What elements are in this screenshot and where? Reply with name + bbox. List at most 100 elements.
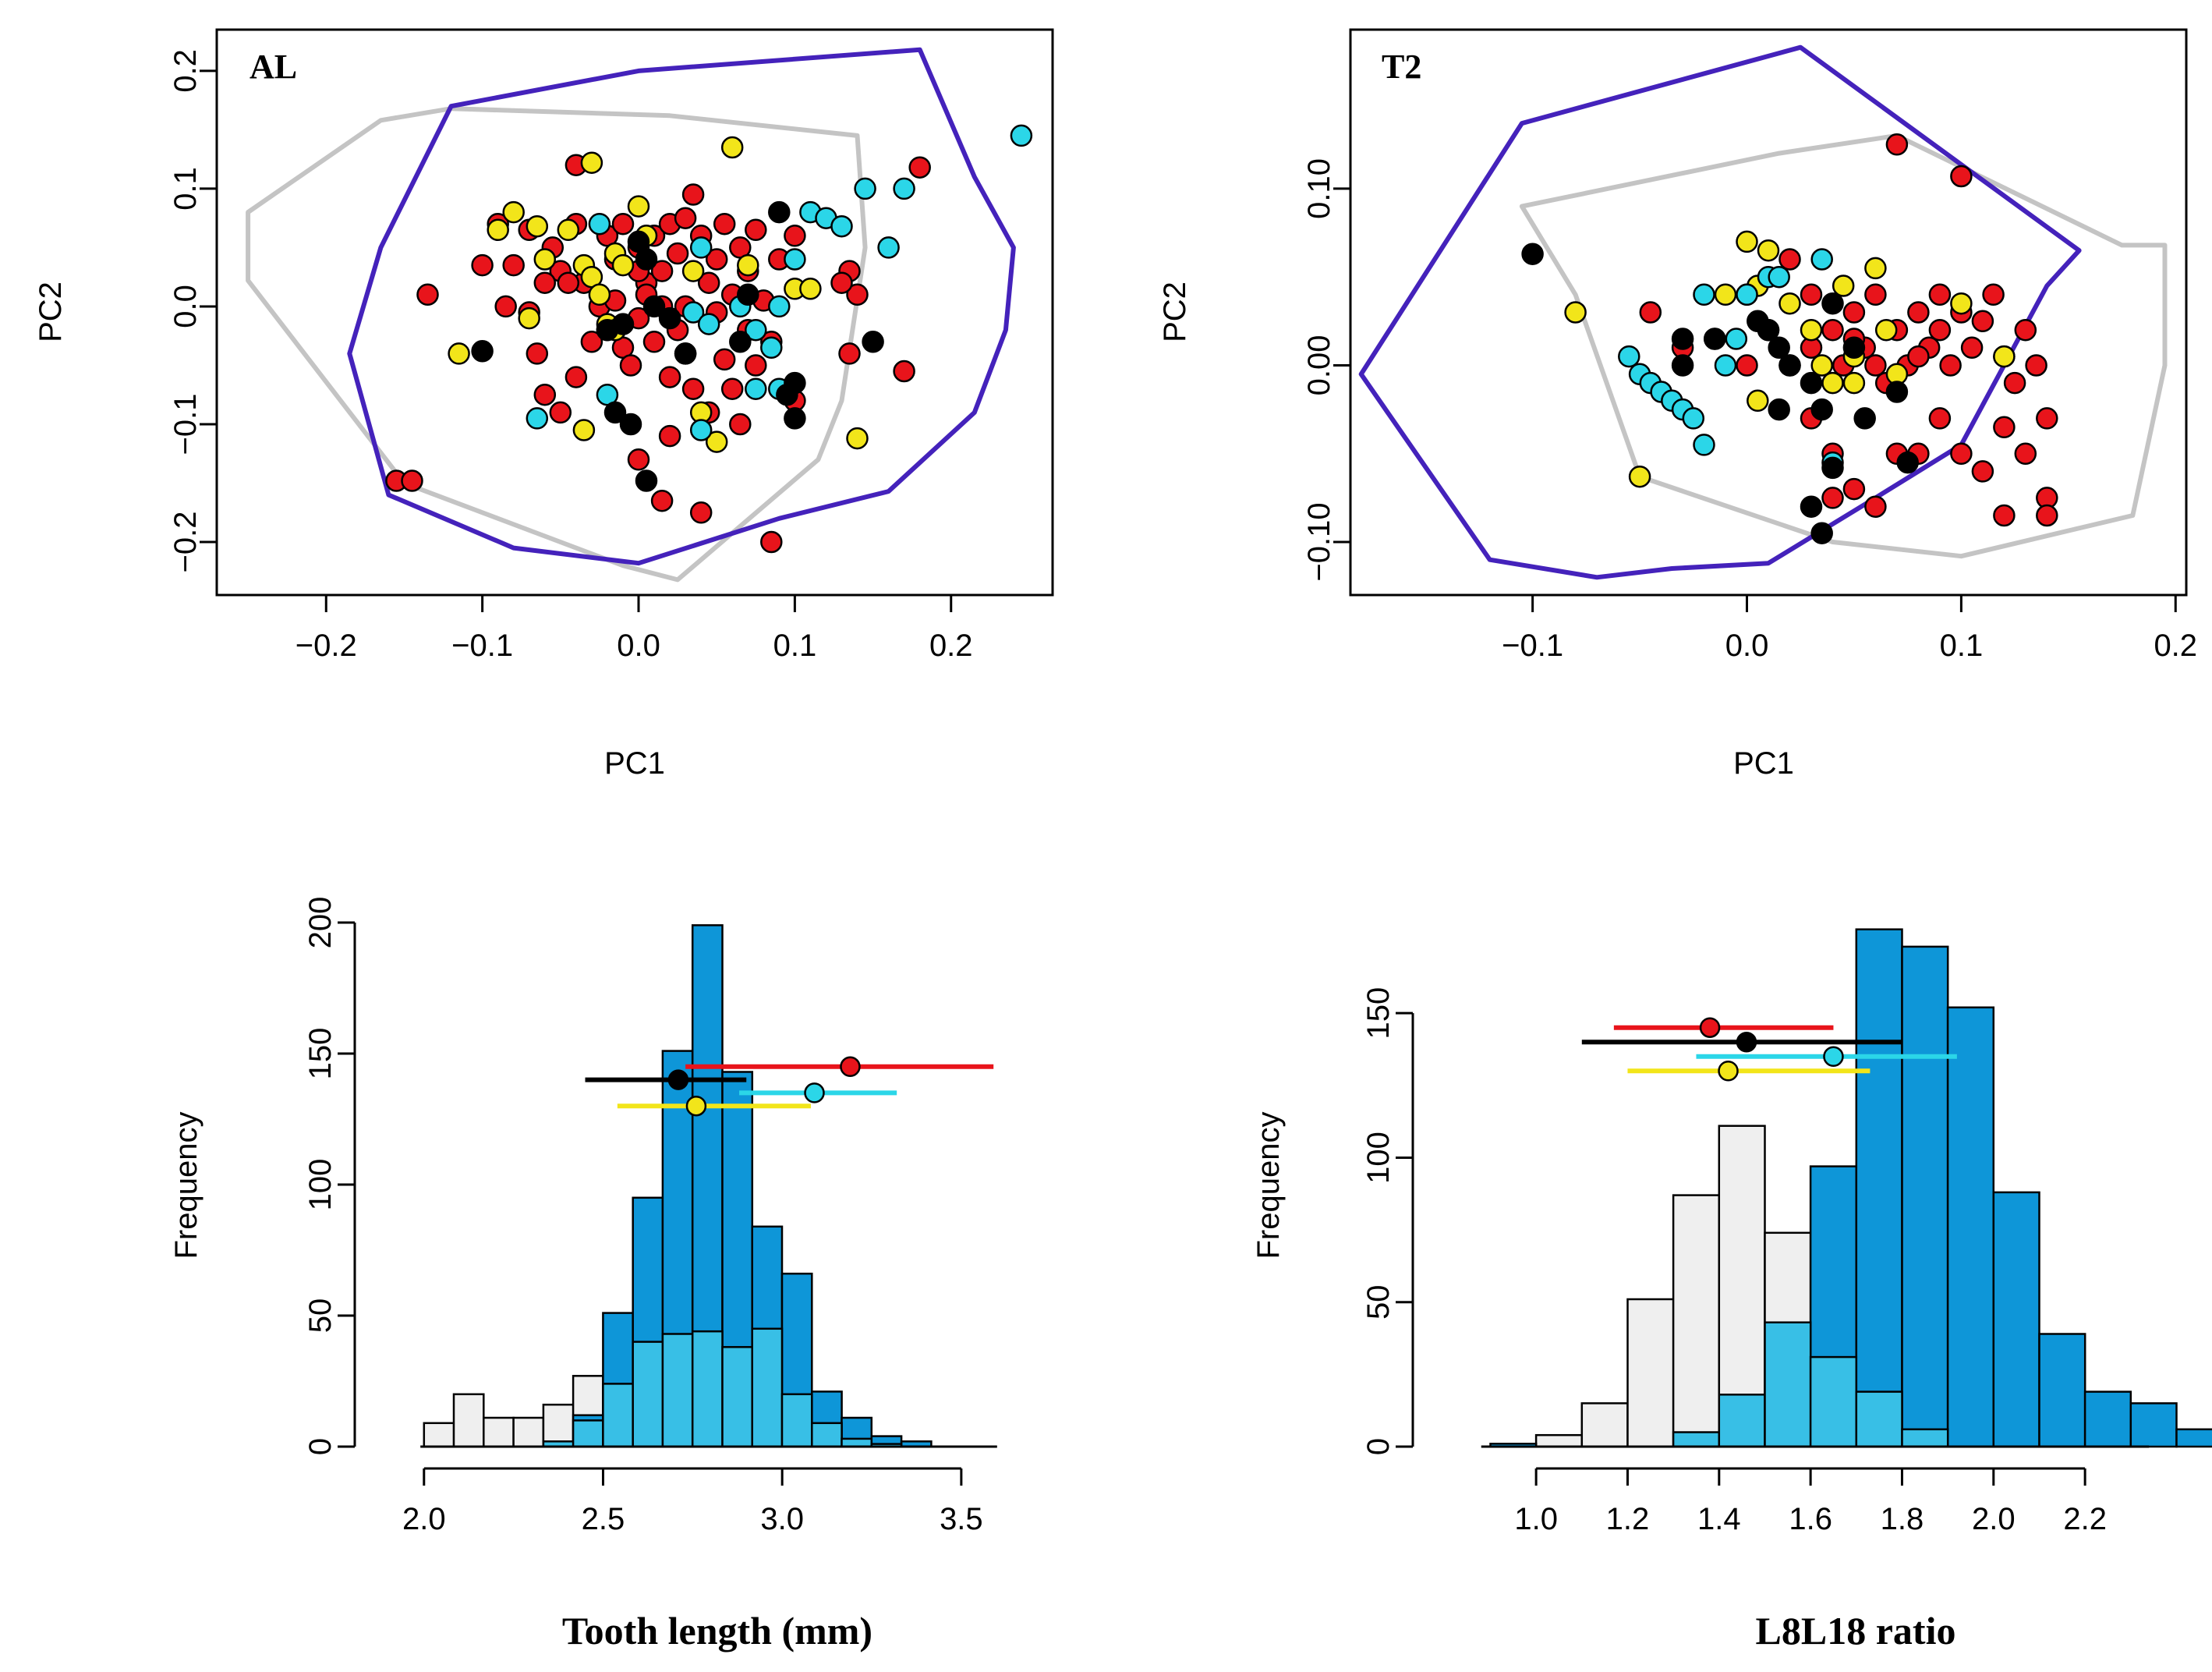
point-red bbox=[1821, 487, 1844, 509]
point-red bbox=[908, 156, 931, 179]
x-tick-label: 2.0 bbox=[1972, 1502, 2016, 1536]
point-cyan bbox=[760, 336, 783, 360]
panel-title: T2 bbox=[1382, 48, 1421, 86]
point-black bbox=[619, 413, 642, 436]
bar-sub bbox=[780, 1393, 813, 1448]
histogram-l8l18-ratio: 1.0 1.2 1.4 1.6 1.8 2.0 2.2 0 50 100 150 L8L18 ra… bbox=[1251, 928, 2212, 1653]
point-red bbox=[1821, 318, 1844, 342]
point-black bbox=[1810, 522, 1833, 544]
bar-layer bbox=[420, 924, 997, 1448]
point-red bbox=[830, 271, 853, 294]
y-axis: 0 50 100 150 bbox=[1361, 987, 1414, 1455]
interval-point-cyan bbox=[804, 1082, 825, 1103]
x-tick-label: 0.1 bbox=[773, 629, 817, 663]
point-cyan bbox=[745, 318, 767, 342]
point-red bbox=[1950, 165, 1973, 188]
point-yellow bbox=[737, 253, 759, 277]
y-tick-label: 150 bbox=[303, 1028, 338, 1080]
point-red bbox=[1842, 301, 1866, 324]
point-black bbox=[1671, 354, 1694, 377]
y-tick-label: 100 bbox=[1361, 1132, 1396, 1184]
point-red bbox=[2003, 371, 2026, 395]
point-cyan bbox=[784, 248, 806, 271]
bar-sub bbox=[1855, 1390, 1903, 1448]
bar-sub bbox=[602, 1383, 634, 1448]
point-red bbox=[1928, 407, 1952, 430]
x-tick-label: 1.4 bbox=[1697, 1502, 1741, 1536]
point-red bbox=[838, 342, 861, 365]
point-black bbox=[471, 340, 494, 363]
interval-layer bbox=[585, 1056, 994, 1117]
y-axis-label: PC2 bbox=[1158, 282, 1192, 342]
point-yellow bbox=[1628, 465, 1651, 488]
point-cyan bbox=[1693, 283, 1715, 306]
point-cyan bbox=[1768, 265, 1790, 289]
x-tick-label: 1.2 bbox=[1606, 1502, 1650, 1536]
x-tick-label: −0.1 bbox=[451, 629, 513, 663]
bar-sub bbox=[1672, 1431, 1721, 1448]
point-red bbox=[580, 331, 603, 353]
point-red bbox=[549, 401, 572, 424]
point-red bbox=[681, 183, 705, 206]
bar-gray bbox=[452, 1393, 485, 1448]
bar-tail bbox=[2175, 1428, 2212, 1448]
y-tick-label: 50 bbox=[303, 1298, 338, 1334]
point-yellow bbox=[705, 430, 728, 453]
point-black bbox=[1853, 407, 1876, 430]
bar-gray bbox=[423, 1422, 455, 1448]
x-axis-label: PC1 bbox=[1733, 746, 1794, 781]
point-layer bbox=[1521, 133, 2058, 544]
y-tick-label: 50 bbox=[1361, 1284, 1396, 1320]
point-red bbox=[2036, 504, 2058, 527]
point-black bbox=[1521, 243, 1544, 265]
point-red bbox=[2036, 407, 2058, 430]
x-tick-label: 3.0 bbox=[760, 1502, 804, 1536]
point-red bbox=[658, 366, 681, 388]
bar-sub bbox=[661, 1333, 694, 1448]
point-black bbox=[1800, 371, 1823, 395]
point-red bbox=[697, 271, 720, 294]
point-cyan bbox=[1714, 354, 1737, 377]
x-axis-label: PC1 bbox=[604, 746, 665, 781]
bar-gray bbox=[542, 1403, 575, 1448]
point-red bbox=[713, 348, 736, 371]
point-black bbox=[658, 306, 681, 330]
point-yellow bbox=[1842, 371, 1866, 395]
point-red bbox=[1971, 460, 1994, 483]
point-cyan bbox=[681, 301, 705, 324]
bar-sub bbox=[691, 1330, 724, 1448]
bar-gray bbox=[1718, 1125, 1766, 1448]
point-cyan bbox=[1810, 248, 1833, 271]
interval-point-cyan bbox=[1823, 1046, 1844, 1067]
point-red bbox=[1928, 283, 1952, 306]
bar-gray bbox=[1672, 1194, 1721, 1448]
point-red bbox=[2014, 318, 2037, 342]
point-black bbox=[1778, 354, 1801, 377]
point-red bbox=[619, 354, 642, 377]
point-red bbox=[1885, 133, 1909, 156]
point-black bbox=[1896, 451, 1919, 474]
y-axis-label: PC2 bbox=[34, 282, 68, 342]
point-yellow bbox=[1864, 257, 1887, 280]
bar-sub bbox=[1718, 1394, 1766, 1448]
point-cyan bbox=[854, 177, 876, 200]
point-black bbox=[768, 200, 791, 224]
point-cyan bbox=[768, 295, 791, 318]
point-cyan bbox=[526, 407, 549, 430]
point-black bbox=[635, 248, 658, 271]
interval-point-yellow bbox=[1718, 1061, 1739, 1082]
point-cyan bbox=[1682, 407, 1705, 430]
point-red bbox=[1950, 442, 1973, 466]
point-black bbox=[611, 313, 635, 335]
point-red bbox=[681, 377, 705, 400]
point-red bbox=[401, 469, 423, 492]
point-cyan bbox=[689, 236, 713, 259]
y-tick-label: 200 bbox=[303, 897, 338, 949]
point-cyan bbox=[1693, 434, 1715, 456]
x-tick-label: 1.0 bbox=[1514, 1502, 1558, 1536]
point-yellow bbox=[1810, 354, 1833, 377]
point-yellow bbox=[720, 136, 744, 159]
point-black bbox=[1885, 381, 1909, 403]
point-black bbox=[674, 342, 697, 365]
